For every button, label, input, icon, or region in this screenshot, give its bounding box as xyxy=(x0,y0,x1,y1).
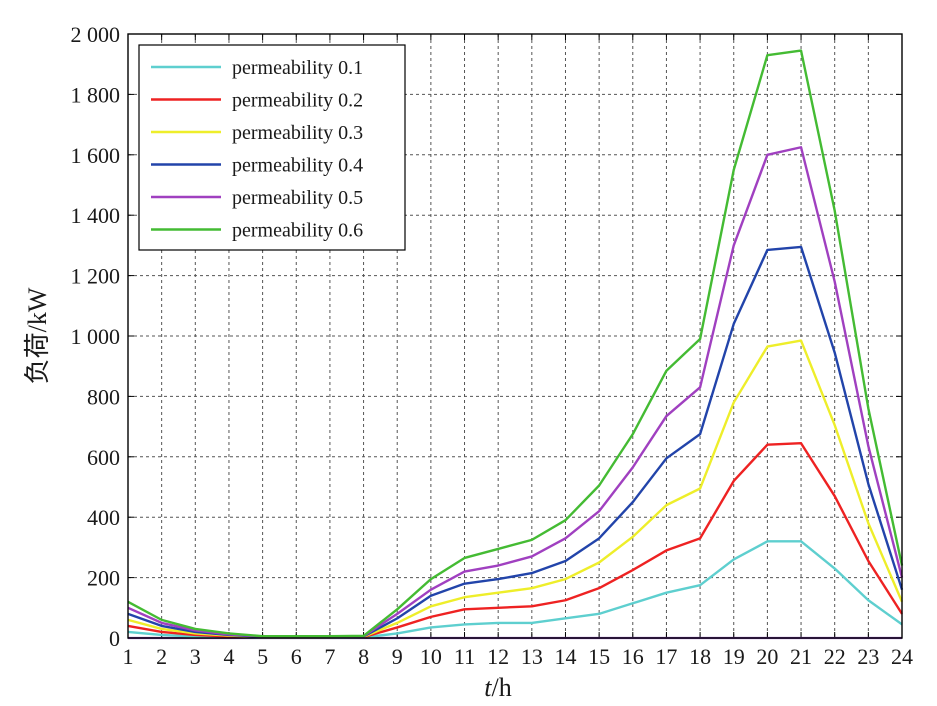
x-tick-label: 24 xyxy=(891,644,913,669)
x-tick-label: 5 xyxy=(257,644,268,669)
y-axis-ticks: 0 200 400 600 800 1 000 1 200 1 400 1 600 1 800 2 … xyxy=(71,22,902,651)
x-tick-label: 11 xyxy=(454,644,475,669)
y-tick-label: 1 400 xyxy=(71,203,121,228)
x-tick-label: 12 xyxy=(487,644,509,669)
x-tick-label: 3 xyxy=(190,644,201,669)
x-tick-label: 19 xyxy=(723,644,745,669)
x-tick-label: 1 xyxy=(123,644,134,669)
legend-label: permeability 0.4 xyxy=(232,155,363,177)
x-tick-label: 23 xyxy=(857,644,879,669)
y-tick-label: 800 xyxy=(87,384,120,409)
x-axis-label-variable: t xyxy=(484,673,492,702)
x-tick-label: 15 xyxy=(588,644,610,669)
y-tick-label: 400 xyxy=(87,505,120,530)
legend-label: permeability 0.2 xyxy=(232,90,363,112)
x-tick-label: 17 xyxy=(655,644,677,669)
x-tick-label: 9 xyxy=(392,644,403,669)
y-tick-label: 600 xyxy=(87,445,120,470)
x-tick-label: 7 xyxy=(324,644,335,669)
x-tick-label: 8 xyxy=(358,644,369,669)
x-tick-label: 18 xyxy=(689,644,711,669)
y-tick-label: 2 000 xyxy=(71,22,121,47)
y-axis-label: 负荷/kW xyxy=(23,287,52,384)
x-tick-label: 21 xyxy=(790,644,812,669)
y-tick-label: 1 800 xyxy=(71,82,121,107)
y-tick-label: 1 200 xyxy=(71,264,121,289)
y-tick-label: 200 xyxy=(87,566,120,591)
x-tick-label: 20 xyxy=(756,644,778,669)
y-tick-label: 1 600 xyxy=(71,143,121,168)
legend-label: permeability 0.1 xyxy=(232,57,363,79)
plot-frame xyxy=(127,33,903,639)
x-tick-label: 10 xyxy=(420,644,442,669)
series-line-6 xyxy=(127,49,904,638)
x-axis-label: t/h xyxy=(484,673,511,702)
legend-label: permeability 0.6 xyxy=(232,220,363,242)
x-tick-label: 13 xyxy=(521,644,543,669)
x-axis-label-unit: /h xyxy=(492,673,512,702)
x-tick-label: 14 xyxy=(554,644,576,669)
x-tick-label: 16 xyxy=(622,644,644,669)
x-tick-label: 4 xyxy=(223,644,234,669)
legend-box xyxy=(138,44,406,251)
x-tick-label: 2 xyxy=(156,644,167,669)
x-tick-label: 6 xyxy=(291,644,302,669)
x-axis-ticks: 1 2 3 4 5 6 7 8 9 10 11 12 13 14 15 16 17 18 19 20 21 22 23 24 xyxy=(123,34,913,669)
legend: permeability 0.1 permeability 0.2 permeabi… xyxy=(138,44,406,251)
y-tick-label: 0 xyxy=(109,626,120,651)
legend-label: permeability 0.5 xyxy=(232,187,363,209)
x-tick-label: 22 xyxy=(824,644,846,669)
legend-label: permeability 0.3 xyxy=(232,122,363,144)
y-tick-label: 1 000 xyxy=(71,324,121,349)
